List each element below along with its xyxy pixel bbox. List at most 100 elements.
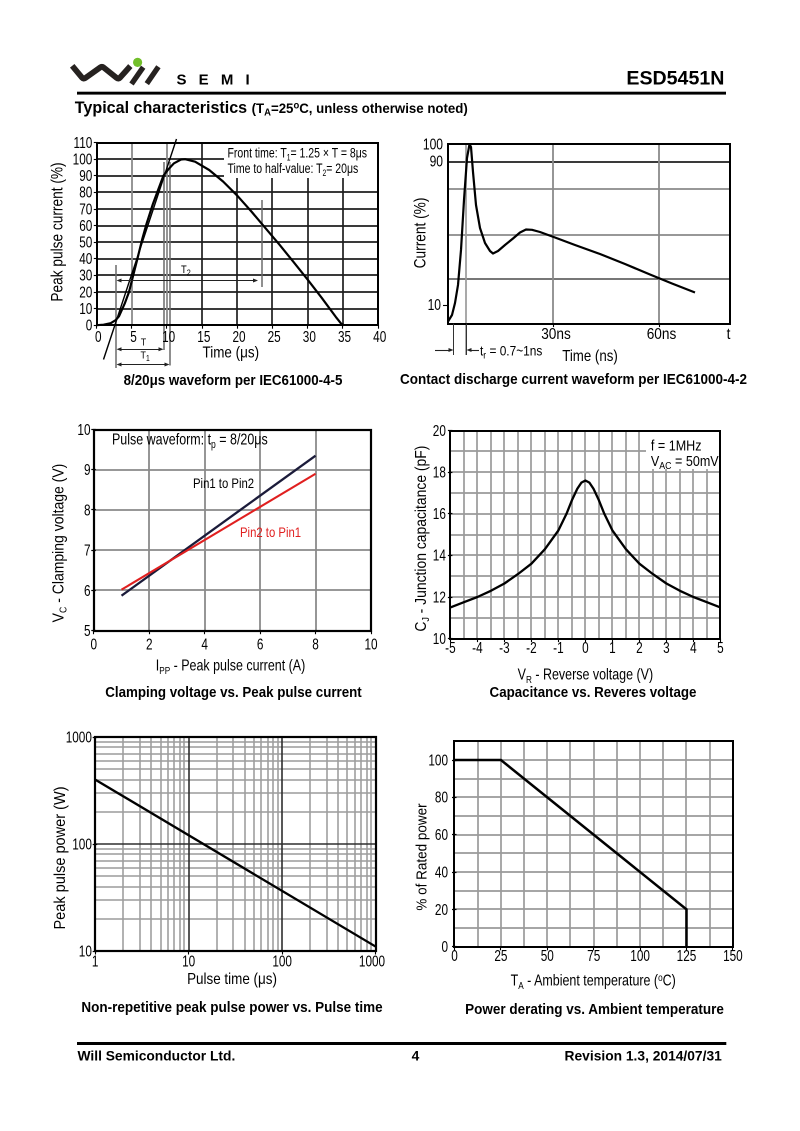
svg-text:50: 50 (79, 234, 92, 251)
svg-text:Pin2 to Pin1: Pin2 to Pin1 (240, 524, 301, 540)
svg-text:7: 7 (84, 542, 91, 559)
svg-text:15: 15 (197, 328, 210, 345)
svg-text:Will Semiconductor Ltd.: Will Semiconductor Ltd. (78, 1048, 236, 1063)
svg-text:20: 20 (433, 422, 446, 439)
svg-text:Peak pulse power (W): Peak pulse power (W) (51, 786, 69, 929)
svg-text:S E M I: S E M I (177, 71, 254, 88)
svg-text:1: 1 (609, 639, 616, 656)
svg-text:35: 35 (338, 328, 351, 345)
svg-text:20: 20 (435, 901, 448, 918)
svg-text:90: 90 (430, 152, 444, 170)
svg-text:8: 8 (312, 636, 319, 653)
svg-text:Typical characteristics (TA=25: Typical characteristics (TA=25oC, unless… (75, 97, 468, 118)
svg-text:Time (ns): Time (ns) (562, 348, 618, 365)
svg-text:8: 8 (84, 502, 91, 519)
svg-text:Time to half-value: T2= 20μs: Time to half-value: T2= 20μs (228, 161, 359, 179)
svg-text:TA - Ambient temperature (oC): TA - Ambient temperature (oC) (511, 971, 676, 991)
svg-text:110: 110 (74, 134, 93, 151)
svg-text:75: 75 (587, 947, 600, 964)
svg-text:% of Rated power: % of Rated power (414, 803, 431, 910)
svg-text:10: 10 (182, 953, 195, 970)
svg-text:Non-repetitive peak pulse powe: Non-repetitive peak pulse power vs. Puls… (81, 999, 382, 1016)
svg-text:Time (μs): Time (μs) (203, 345, 259, 362)
svg-text:125: 125 (677, 947, 697, 964)
svg-text:10: 10 (77, 421, 90, 438)
svg-text:0: 0 (86, 317, 93, 334)
svg-text:Current (%): Current (%) (411, 198, 429, 269)
svg-text:-4: -4 (472, 639, 483, 656)
svg-text:2: 2 (146, 636, 153, 653)
svg-text:100: 100 (428, 752, 448, 769)
svg-text:0: 0 (582, 639, 589, 656)
svg-text:0: 0 (451, 947, 458, 964)
svg-text:3: 3 (663, 639, 670, 656)
svg-text:14: 14 (433, 547, 446, 564)
svg-text:-1: -1 (553, 639, 563, 656)
svg-text:60ns: 60ns (647, 326, 677, 343)
svg-text:25: 25 (494, 947, 507, 964)
svg-text:1000: 1000 (359, 953, 385, 970)
svg-text:4: 4 (690, 639, 697, 656)
svg-text:Pulse waveform: tp = 8/20μs: Pulse waveform: tp = 8/20μs (112, 431, 268, 451)
svg-text:T: T (141, 337, 146, 349)
svg-text:VR - Reverse voltage (V): VR - Reverse voltage (V) (518, 666, 653, 685)
svg-text:10: 10 (428, 296, 442, 314)
svg-text:50: 50 (541, 947, 554, 964)
svg-text:6: 6 (257, 636, 264, 653)
svg-text:100: 100 (72, 836, 92, 853)
svg-text:T1: T1 (141, 350, 150, 363)
svg-text:T2: T2 (181, 264, 191, 277)
svg-text:Capacitance vs. Reveres voltag: Capacitance vs. Reveres voltage (490, 684, 697, 701)
svg-text:4: 4 (412, 1048, 420, 1063)
svg-text:f = 1MHz: f = 1MHz (651, 438, 702, 454)
svg-text:8/20μs waveform per IEC61000-4: 8/20μs waveform per IEC61000-4-5 (124, 372, 343, 389)
svg-text:0: 0 (441, 939, 448, 956)
svg-text:Peak pulse current (%): Peak pulse current (%) (48, 162, 66, 301)
svg-text:20: 20 (232, 328, 245, 345)
svg-text:-3: -3 (499, 639, 510, 656)
svg-text:CJ - Junction capacitance (pF): CJ - Junction capacitance (pF) (412, 446, 431, 632)
svg-text:80: 80 (79, 184, 92, 201)
svg-text:4: 4 (201, 636, 208, 653)
svg-text:Pulse time (μs): Pulse time (μs) (187, 971, 277, 988)
svg-text:VC - Clamping voltage (V): VC - Clamping voltage (V) (50, 464, 69, 623)
svg-text:16: 16 (433, 506, 446, 523)
svg-text:60: 60 (79, 217, 92, 234)
svg-text:10: 10 (364, 636, 377, 653)
svg-text:100: 100 (423, 135, 443, 153)
svg-text:-5: -5 (445, 639, 456, 656)
svg-text:tr = 0.7~1ns: tr = 0.7~1ns (480, 343, 543, 361)
svg-text:25: 25 (268, 328, 281, 345)
svg-text:60: 60 (435, 827, 448, 844)
svg-text:Power derating vs. Ambient tem: Power derating vs. Ambient temperature (465, 1001, 724, 1018)
svg-text:30ns: 30ns (541, 326, 571, 343)
svg-text:150: 150 (723, 947, 743, 964)
svg-text:20: 20 (79, 284, 92, 301)
svg-text:Pin1 to Pin2: Pin1 to Pin2 (193, 475, 254, 491)
svg-text:0: 0 (95, 328, 102, 345)
svg-text:ESD5451N: ESD5451N (626, 68, 724, 90)
svg-text:30: 30 (303, 328, 316, 345)
svg-text:70: 70 (79, 201, 92, 218)
svg-text:18: 18 (433, 464, 446, 481)
svg-text:100: 100 (630, 947, 650, 964)
svg-text:0: 0 (91, 636, 98, 653)
svg-text:Front time: T1= 1.25 × T = 8μs: Front time: T1= 1.25 × T = 8μs (228, 145, 368, 163)
svg-text:IPP - Peak pulse current (A): IPP - Peak pulse current (A) (156, 657, 305, 676)
svg-text:2: 2 (636, 639, 643, 656)
svg-text:-2: -2 (526, 639, 536, 656)
svg-text:5: 5 (717, 639, 724, 656)
svg-text:100: 100 (272, 953, 292, 970)
svg-text:t: t (727, 326, 731, 343)
svg-text:10: 10 (79, 300, 92, 317)
svg-text:9: 9 (84, 462, 91, 479)
svg-text:12: 12 (433, 589, 446, 606)
svg-text:30: 30 (79, 267, 92, 284)
svg-text:40: 40 (373, 328, 386, 345)
svg-text:1: 1 (92, 953, 99, 970)
svg-text:80: 80 (435, 789, 448, 806)
svg-text:100: 100 (73, 151, 93, 168)
svg-text:6: 6 (84, 582, 91, 599)
svg-text:90: 90 (79, 168, 92, 185)
svg-text:Clamping voltage vs. Peak puls: Clamping voltage vs. Peak pulse current (105, 684, 362, 701)
